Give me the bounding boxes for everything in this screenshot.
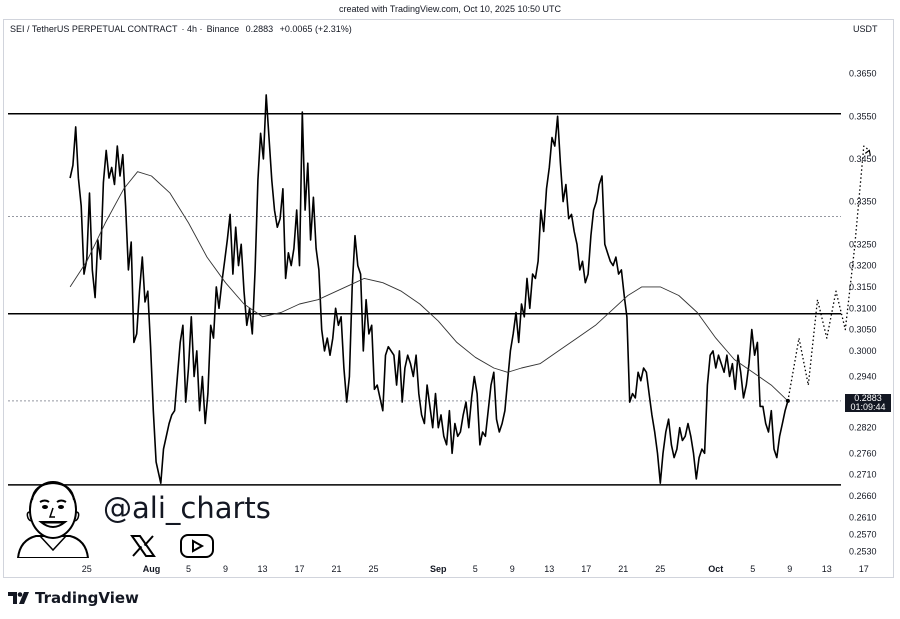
x-tick-label: 5 [750, 564, 755, 574]
bar-countdown: 01:09:44 [850, 401, 886, 412]
y-tick-label: 0.3200 [849, 261, 877, 271]
y-tick-label: 0.2570 [849, 529, 877, 539]
currency-unit[interactable]: USDT [853, 24, 878, 34]
x-tick-label: 21 [618, 564, 628, 574]
moving-average-line[interactable] [69, 171, 789, 402]
x-tick-label: 5 [186, 564, 191, 574]
projection-line[interactable] [787, 145, 870, 402]
exchange: Binance [206, 24, 240, 34]
last-price-dot [785, 398, 790, 403]
y-tick-label: 0.2610 [849, 512, 877, 522]
x-tick-label: 25 [368, 564, 378, 574]
watermark-handle: @ali_charts [103, 491, 271, 525]
avatar [16, 481, 90, 558]
brand-name: TradingView [35, 589, 139, 607]
last-price: 0.2883 [245, 24, 274, 34]
x-tick-label: Aug [143, 564, 161, 574]
x-tick-label: 13 [822, 564, 832, 574]
x-tick-label: Oct [708, 564, 723, 574]
last-price-value: 0.2883 [854, 392, 882, 403]
y-tick-label: 0.3450 [849, 154, 877, 164]
x-tick-label: 13 [257, 564, 267, 574]
projection-arrowhead [864, 149, 871, 156]
price-change: +0.0065 (+2.31%) [279, 24, 352, 34]
x-tick-label: 9 [223, 564, 228, 574]
y-tick-label: 0.3050 [849, 325, 877, 335]
y-tick-label: 0.2760 [849, 448, 877, 458]
symbol-header: SEI / TetherUS PERPETUAL CONTRACT · 4h · B… [10, 24, 356, 34]
y-tick-label: 0.3000 [849, 346, 877, 356]
tradingview-mark-icon [8, 592, 29, 604]
y-tick-label: 0.3250 [849, 239, 877, 249]
x-tick-label: 13 [544, 564, 554, 574]
x-tick-label: 25 [655, 564, 665, 574]
x-tick-label: 5 [473, 564, 478, 574]
horizontal-levels [8, 112, 841, 486]
y-tick-label: 0.3350 [849, 197, 877, 207]
y-tick-label: 0.3650 [849, 69, 877, 79]
x-tick-label: Sep [430, 564, 447, 574]
youtube-icon[interactable] [179, 533, 215, 559]
y-tick-label: 0.2710 [849, 470, 877, 480]
x-tick-label: 17 [581, 564, 591, 574]
last-price-label: 0.2883 01:09:44 [845, 392, 891, 412]
x-axis: 25 Aug 5 9 13 17 21 25 Sep 5 9 13 17 21 25 Oct 5 9 13 17 [82, 564, 869, 574]
y-tick-label: 0.3550 [849, 111, 877, 121]
y-tick-label: 0.2820 [849, 423, 877, 433]
x-tick-label: 25 [82, 564, 92, 574]
x-tick-label: 17 [294, 564, 304, 574]
x-tick-label: 21 [331, 564, 341, 574]
series-lines [69, 94, 871, 484]
interval[interactable]: · 4h · [181, 24, 203, 34]
x-tick-label: 17 [859, 564, 869, 574]
y-tick-label: 0.3100 [849, 303, 877, 313]
y-tick-label: 0.3150 [849, 282, 877, 292]
created-with-caption: created with TradingView.com, Oct 10, 20… [339, 4, 561, 14]
x-icon[interactable] [130, 534, 156, 558]
y-tick-label: 0.2660 [849, 491, 877, 501]
chart-frame[interactable] [3, 19, 894, 578]
y-axis: 0.3650 0.3550 0.3450 0.3350 0.3250 0.3200 0.31… [849, 69, 877, 557]
x-tick-label: 9 [787, 564, 792, 574]
y-tick-label: 0.2940 [849, 372, 877, 382]
y-tick-label: 0.2530 [849, 547, 877, 557]
x-tick-label: 9 [510, 564, 515, 574]
tradingview-logo[interactable]: TradingView [8, 589, 139, 607]
price-line[interactable] [69, 94, 789, 484]
symbol-name[interactable]: SEI / TetherUS PERPETUAL CONTRACT [10, 24, 178, 34]
